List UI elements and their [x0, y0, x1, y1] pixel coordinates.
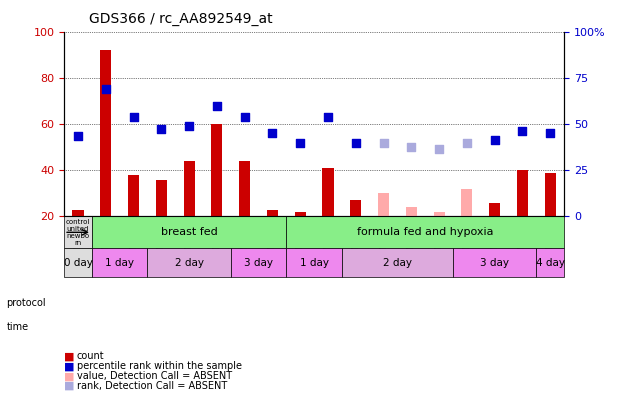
Bar: [433, 212, 445, 217]
Bar: [517, 170, 528, 217]
Point: [517, 128, 528, 134]
Bar: [462, 189, 472, 217]
Text: 3 day: 3 day: [244, 258, 273, 268]
Point: [101, 86, 111, 93]
Point: [212, 103, 222, 109]
FancyBboxPatch shape: [92, 248, 147, 277]
FancyBboxPatch shape: [64, 217, 92, 248]
FancyBboxPatch shape: [92, 217, 287, 248]
Bar: [212, 124, 222, 217]
Bar: [350, 200, 362, 217]
Text: 1 day: 1 day: [105, 258, 134, 268]
Bar: [239, 161, 250, 217]
Text: GDS366 / rc_AA892549_at: GDS366 / rc_AA892549_at: [89, 13, 272, 27]
Text: ■: ■: [64, 381, 74, 391]
Text: formula fed and hypoxia: formula fed and hypoxia: [357, 227, 494, 237]
Text: 2 day: 2 day: [174, 258, 204, 268]
Bar: [322, 168, 333, 217]
Point: [545, 130, 555, 137]
Text: 0 day: 0 day: [63, 258, 92, 268]
Text: protocol: protocol: [6, 298, 46, 308]
Text: ■: ■: [64, 361, 74, 371]
Point: [240, 114, 250, 120]
Point: [295, 139, 305, 146]
FancyBboxPatch shape: [537, 248, 564, 277]
Point: [462, 139, 472, 146]
FancyBboxPatch shape: [287, 217, 564, 248]
Text: 1 day: 1 day: [299, 258, 329, 268]
Bar: [545, 173, 556, 217]
Text: ■: ■: [64, 371, 74, 381]
Point: [267, 130, 278, 137]
Point: [406, 144, 417, 150]
FancyBboxPatch shape: [342, 248, 453, 277]
Bar: [378, 193, 389, 217]
Bar: [100, 50, 112, 217]
Text: value, Detection Call = ABSENT: value, Detection Call = ABSENT: [77, 371, 232, 381]
Bar: [128, 175, 139, 217]
FancyBboxPatch shape: [453, 248, 537, 277]
Text: ■: ■: [64, 351, 74, 362]
FancyBboxPatch shape: [231, 248, 287, 277]
Point: [323, 114, 333, 120]
Bar: [183, 161, 195, 217]
Bar: [72, 209, 83, 217]
Point: [490, 137, 500, 143]
Bar: [406, 207, 417, 217]
Bar: [156, 179, 167, 217]
Point: [351, 139, 361, 146]
Point: [156, 126, 167, 132]
Text: 4 day: 4 day: [536, 258, 565, 268]
FancyBboxPatch shape: [287, 248, 342, 277]
Bar: [295, 212, 306, 217]
Text: 3 day: 3 day: [480, 258, 509, 268]
Text: time: time: [6, 322, 29, 332]
Point: [73, 132, 83, 139]
Text: 2 day: 2 day: [383, 258, 412, 268]
Bar: [267, 209, 278, 217]
FancyBboxPatch shape: [64, 248, 92, 277]
FancyBboxPatch shape: [147, 248, 231, 277]
Text: breast fed: breast fed: [161, 227, 217, 237]
Point: [434, 146, 444, 152]
Point: [184, 123, 194, 129]
Point: [378, 139, 388, 146]
Bar: [489, 203, 500, 217]
Text: rank, Detection Call = ABSENT: rank, Detection Call = ABSENT: [77, 381, 227, 391]
Point: [128, 114, 138, 120]
Text: count: count: [77, 351, 104, 362]
Text: control
united
newbo
rn: control united newbo rn: [66, 219, 90, 246]
Text: percentile rank within the sample: percentile rank within the sample: [77, 361, 242, 371]
